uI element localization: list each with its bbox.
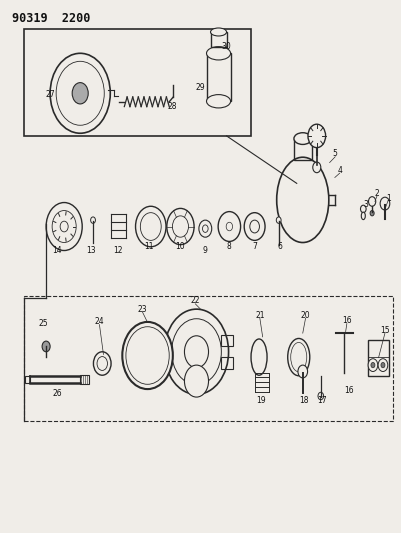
Text: 3: 3	[363, 200, 368, 208]
Text: 15: 15	[380, 326, 390, 335]
Bar	[221, 357, 233, 369]
Text: 8: 8	[227, 242, 232, 251]
Text: 90319  2200: 90319 2200	[12, 12, 90, 25]
Circle shape	[97, 357, 107, 370]
Bar	[294, 139, 312, 160]
Circle shape	[60, 221, 68, 232]
Ellipse shape	[288, 338, 310, 376]
Circle shape	[122, 322, 173, 389]
Circle shape	[184, 365, 209, 397]
Circle shape	[172, 216, 188, 237]
Circle shape	[184, 336, 209, 368]
Ellipse shape	[294, 133, 312, 144]
Bar	[25, 376, 30, 383]
Circle shape	[368, 359, 378, 372]
Text: 20: 20	[301, 311, 310, 320]
Circle shape	[167, 208, 194, 245]
Text: 27: 27	[45, 90, 55, 99]
Bar	[368, 340, 389, 376]
Text: 10: 10	[175, 242, 184, 251]
Ellipse shape	[361, 212, 365, 220]
Ellipse shape	[207, 47, 231, 60]
Circle shape	[318, 392, 324, 400]
Circle shape	[370, 211, 374, 216]
Text: 16: 16	[344, 386, 354, 394]
Text: 25: 25	[38, 319, 48, 328]
Ellipse shape	[277, 157, 329, 243]
Text: 26: 26	[52, 389, 62, 398]
Circle shape	[276, 217, 281, 223]
Circle shape	[72, 83, 88, 104]
Text: 11: 11	[144, 242, 154, 251]
Circle shape	[250, 220, 259, 233]
Bar	[24, 29, 251, 136]
Circle shape	[369, 197, 376, 206]
Circle shape	[91, 217, 95, 223]
Ellipse shape	[207, 95, 231, 108]
Text: 1: 1	[386, 194, 391, 203]
Text: 22: 22	[190, 296, 200, 305]
Text: 28: 28	[168, 102, 177, 111]
Bar	[80, 375, 89, 384]
Bar	[211, 32, 227, 47]
Text: 14: 14	[53, 246, 62, 255]
Ellipse shape	[251, 339, 267, 375]
Circle shape	[244, 213, 265, 240]
Bar	[160, 346, 172, 357]
Text: 19: 19	[256, 397, 265, 405]
Bar	[207, 53, 231, 101]
Text: 12: 12	[113, 246, 123, 255]
Circle shape	[126, 327, 169, 384]
Text: 23: 23	[138, 305, 147, 313]
Bar	[24, 296, 393, 421]
Circle shape	[298, 365, 308, 378]
Circle shape	[308, 124, 326, 148]
Circle shape	[136, 206, 166, 247]
Circle shape	[199, 220, 212, 237]
Text: 6: 6	[277, 242, 282, 251]
Circle shape	[226, 222, 233, 231]
Circle shape	[378, 359, 388, 372]
Circle shape	[164, 309, 229, 394]
Text: 2: 2	[375, 189, 379, 198]
Text: 13: 13	[87, 246, 96, 255]
Bar	[221, 335, 233, 346]
Ellipse shape	[291, 342, 307, 372]
Circle shape	[360, 205, 366, 213]
Circle shape	[46, 203, 82, 251]
Text: 30: 30	[222, 43, 231, 51]
Circle shape	[381, 362, 385, 368]
Text: 5: 5	[333, 149, 338, 158]
Circle shape	[371, 362, 375, 368]
Ellipse shape	[211, 28, 227, 36]
Circle shape	[203, 225, 208, 232]
Circle shape	[42, 341, 50, 352]
Circle shape	[50, 53, 110, 133]
Text: 9: 9	[203, 246, 208, 255]
Text: 16: 16	[342, 317, 352, 325]
Text: 21: 21	[255, 311, 265, 320]
Text: 4: 4	[337, 166, 342, 175]
Text: 24: 24	[95, 318, 104, 326]
Text: 18: 18	[299, 397, 309, 405]
Circle shape	[218, 212, 241, 241]
Circle shape	[140, 213, 161, 240]
Text: 29: 29	[196, 83, 205, 92]
Circle shape	[380, 197, 390, 210]
Circle shape	[56, 61, 104, 125]
Text: 7: 7	[253, 242, 257, 251]
Circle shape	[313, 162, 321, 173]
Circle shape	[52, 211, 76, 243]
Circle shape	[93, 352, 111, 375]
Text: 17: 17	[318, 397, 327, 405]
Circle shape	[172, 319, 221, 385]
